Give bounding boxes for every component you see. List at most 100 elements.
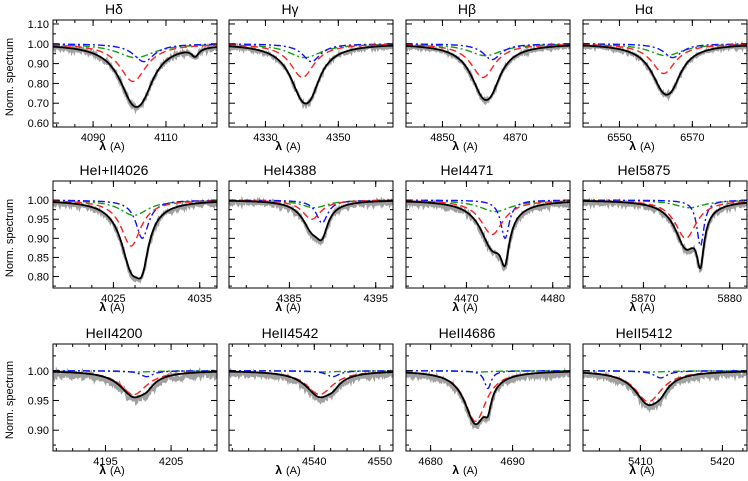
svg-text:λ: λ	[452, 463, 459, 477]
svg-text:(A): (A)	[110, 302, 125, 314]
observed-spectrum-line	[406, 367, 570, 431]
x-tick-label: 6570	[680, 132, 704, 144]
x-tick-label: 5410	[628, 456, 652, 468]
x-axis-label-r2c3: λ (A)	[452, 300, 477, 314]
component-blue-line	[583, 370, 747, 379]
panel-heii-4542: HeII4542	[262, 325, 319, 341]
observed-spectrum-line	[53, 198, 217, 284]
svg-text:(A): (A)	[640, 465, 655, 477]
x-tick-label: 6550	[607, 132, 631, 144]
panel-title-hei-heii-4026: HeI+II4026	[80, 162, 149, 178]
x-axis-label-r1c3: λ (A)	[452, 139, 477, 153]
y-tick-label: 0.90	[28, 233, 49, 245]
panel-title-hei-4471: HeI4471	[441, 162, 494, 178]
svg-text:λ: λ	[629, 463, 636, 477]
component-green-line	[406, 199, 570, 213]
x-tick-label: 4110	[154, 132, 178, 144]
x-tick-label: 4540	[302, 456, 326, 468]
panel-halpha: Hα	[635, 1, 653, 17]
svg-text:λ: λ	[629, 300, 636, 314]
x-tick-label: 4035	[187, 293, 211, 305]
svg-text:λ: λ	[275, 300, 282, 314]
x-tick-label: 4385	[277, 293, 301, 305]
x-axis-label-r1c1: λ (A)	[99, 139, 124, 153]
svg-text:λ: λ	[99, 139, 106, 153]
component-green-line	[53, 44, 217, 59]
observed-spectrum-line	[406, 198, 570, 272]
component-blue-line	[229, 370, 393, 378]
panel-plot: 4025 4035 0.80 0.85 0.90 0.95 1.00	[28, 180, 218, 305]
panel-plot: 4680 4690	[405, 343, 571, 468]
panel-frame	[52, 343, 218, 452]
svg-text:(A): (A)	[463, 302, 478, 314]
y-axis-label-row-3: Norm. spectrum	[4, 361, 16, 439]
component-blue-line	[53, 370, 217, 378]
panel-frame	[405, 343, 571, 452]
x-axis-label-r3c4: λ (A)	[629, 463, 654, 477]
component-blue-line	[583, 199, 747, 248]
observed-spectrum-line	[229, 367, 393, 405]
model-fit-line	[406, 44, 570, 101]
svg-text:(A): (A)	[286, 302, 301, 314]
panel-hei-heii-4026: HeI+II4026	[80, 162, 149, 178]
component-blue-line	[406, 370, 570, 390]
panel-plot: 5870 5880	[582, 180, 748, 305]
y-axis-label-row-1: Norm. spectrum	[4, 38, 16, 116]
panel-title-heii-4542: HeII4542	[262, 325, 319, 341]
svg-text:(A): (A)	[110, 465, 125, 477]
component-blue-line	[229, 43, 393, 63]
model-fit-line	[229, 370, 393, 399]
panel-title-heii-4686: HeII4686	[439, 325, 496, 341]
y-tick-label: 0.90	[28, 425, 49, 437]
x-tick-label: 4205	[159, 456, 183, 468]
svg-text:(A): (A)	[286, 141, 301, 153]
svg-text:λ: λ	[275, 139, 282, 153]
panel-title-heii-5412: HeII5412	[616, 325, 673, 341]
component-red-line	[406, 44, 570, 79]
x-axis-label-r2c2: λ (A)	[275, 300, 300, 314]
x-axis-label-r2c1: λ (A)	[99, 300, 124, 314]
component-red-line	[229, 43, 393, 79]
x-tick-label: 4480	[540, 293, 564, 305]
model-fit-line	[53, 201, 217, 280]
component-red-line	[53, 44, 217, 83]
panel-plot: 4850 4870	[405, 19, 571, 144]
x-tick-label: 4690	[500, 456, 524, 468]
x-tick-label: 4195	[93, 456, 117, 468]
model-fit-line	[53, 370, 217, 399]
panel-frame	[228, 343, 394, 452]
panel-plot: 4385 4395	[228, 180, 394, 305]
plot-area: 4090 4110 0.60 0.70 0.80 0.90 1.00 1.10 4330 4350…	[28, 19, 748, 468]
panel-hdelta: Hδ	[105, 1, 123, 17]
x-tick-label: 5880	[717, 293, 741, 305]
model-fit-line	[406, 370, 570, 426]
model-fit-line	[229, 199, 393, 242]
model-fit-line	[583, 370, 747, 407]
panel-plot: 4540 4550	[228, 343, 394, 468]
observed-spectrum-line	[583, 368, 747, 413]
svg-text:λ: λ	[275, 463, 282, 477]
y-tick-label: 1.00	[28, 195, 49, 207]
component-blue-line	[53, 43, 217, 63]
svg-text:λ: λ	[452, 139, 459, 153]
x-tick-label: 4395	[363, 293, 387, 305]
x-tick-label: 4330	[253, 132, 277, 144]
x-tick-label: 4680	[418, 456, 442, 468]
panel-hei-5875: HeI5875	[618, 162, 671, 178]
observed-spectrum-line	[406, 41, 570, 106]
panel-frame	[582, 180, 748, 289]
svg-text:(A): (A)	[463, 465, 478, 477]
panel-title-hdelta: Hδ	[105, 1, 123, 17]
x-axis-label-r3c3: λ (A)	[452, 463, 477, 477]
panel-plot: 5410 5420	[582, 343, 748, 468]
x-tick-label: 4025	[101, 293, 125, 305]
y-tick-label: 1.00	[28, 366, 49, 378]
svg-text:(A): (A)	[463, 141, 478, 153]
panel-title-hei-4388: HeI4388	[264, 162, 317, 178]
panel-heii-4686: HeII4686	[439, 325, 496, 341]
svg-text:λ: λ	[99, 300, 106, 314]
panel-title-hei-5875: HeI5875	[618, 162, 671, 178]
x-tick-label: 4870	[503, 132, 527, 144]
panel-frame	[582, 343, 748, 452]
